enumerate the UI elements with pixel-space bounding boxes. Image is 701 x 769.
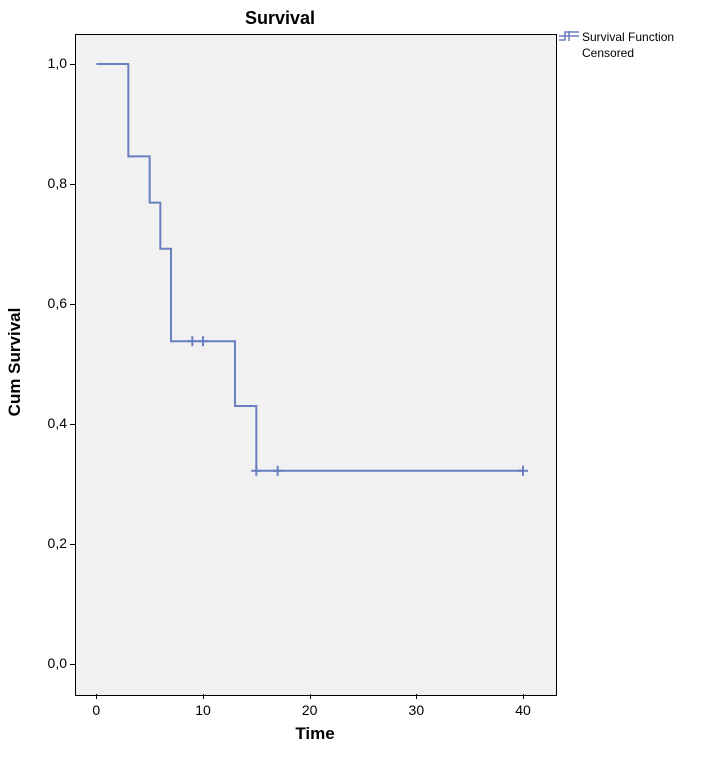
x-tick-mark (96, 694, 97, 699)
y-tick-label: 0,6 (35, 295, 67, 311)
x-tick-mark (310, 694, 311, 699)
censored-marker (198, 336, 208, 346)
survival-function-line (96, 64, 523, 471)
legend: Survival Function Censored (558, 30, 674, 62)
x-tick-mark (416, 694, 417, 699)
legend-item: Censored (558, 46, 674, 60)
legend-label: Censored (582, 46, 634, 60)
y-tick-mark (70, 64, 75, 65)
x-tick-label: 10 (183, 702, 223, 718)
y-tick-mark (70, 424, 75, 425)
x-axis-label: Time (75, 724, 555, 744)
x-tick-label: 40 (503, 702, 543, 718)
censored-marker (273, 466, 283, 476)
censored-marker (518, 466, 528, 476)
x-tick-label: 0 (76, 702, 116, 718)
y-tick-mark (70, 304, 75, 305)
y-tick-label: 0,8 (35, 175, 67, 191)
censored-marker (251, 466, 261, 476)
plus-icon (558, 47, 580, 59)
y-tick-label: 0,0 (35, 655, 67, 671)
x-tick-label: 20 (290, 702, 330, 718)
survival-chart-svg (0, 0, 701, 769)
y-tick-mark (70, 664, 75, 665)
y-tick-mark (70, 184, 75, 185)
x-tick-mark (203, 694, 204, 699)
y-tick-label: 1,0 (35, 55, 67, 71)
y-tick-label: 0,2 (35, 535, 67, 551)
x-tick-label: 30 (396, 702, 436, 718)
x-tick-mark (523, 694, 524, 699)
y-tick-mark (70, 544, 75, 545)
legend-label: Survival Function (582, 30, 674, 44)
censored-marker (187, 336, 197, 346)
y-axis-label: Cum Survival (5, 302, 25, 422)
y-tick-label: 0,4 (35, 415, 67, 431)
